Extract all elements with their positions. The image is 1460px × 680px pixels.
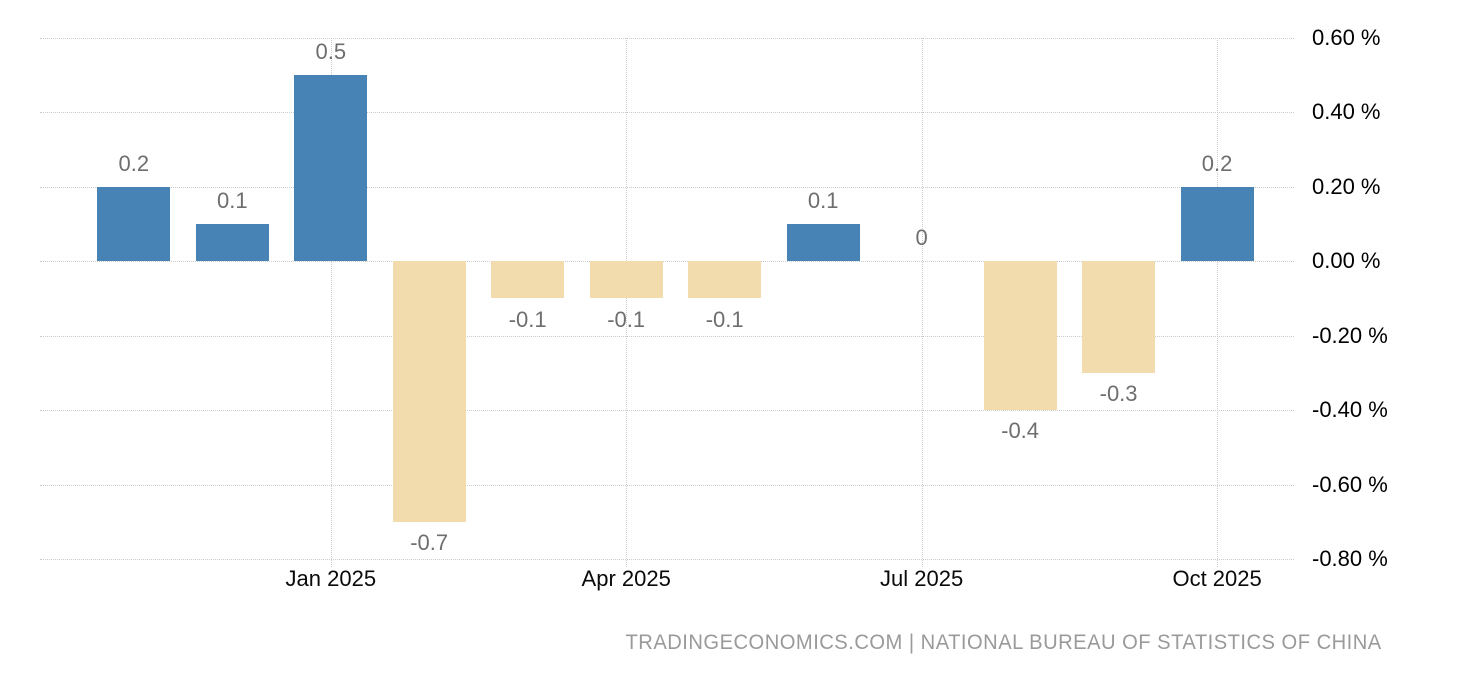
x-axis-label: Apr 2025 [581, 565, 671, 591]
gridline-horizontal [40, 38, 1294, 39]
gridline-vertical [1217, 38, 1219, 567]
gridline-vertical [330, 38, 332, 567]
y-axis-label: 0.20 % [1312, 173, 1381, 199]
bar-0.1[interactable] [786, 224, 860, 262]
y-axis-label: -0.80 % [1312, 546, 1388, 571]
y-axis-label: 0.40 % [1312, 99, 1381, 125]
gridline-vertical [921, 38, 923, 567]
x-axis-label: Jan 2025 [285, 565, 377, 591]
bar-value-label: 0.1 [217, 188, 248, 214]
gridline-horizontal [40, 559, 1294, 560]
bar-0.1[interactable] [195, 224, 269, 262]
bar--0.1[interactable] [491, 261, 565, 299]
bar-value-label: -0.1 [508, 306, 547, 332]
bar-0.2[interactable] [1180, 186, 1254, 262]
gridline-horizontal [40, 112, 1294, 114]
y-axis-label: -0.40 % [1312, 397, 1388, 423]
bar--0.1[interactable] [589, 261, 663, 299]
bar-value-label: -0.4 [1001, 418, 1040, 444]
gridline-horizontal [40, 484, 1294, 486]
x-axis-label: Oct 2025 [1172, 565, 1262, 591]
gridline-vertical [626, 38, 628, 567]
bar-value-label: 0 [915, 225, 928, 251]
y-axis-label: -0.20 % [1312, 322, 1388, 348]
bar--0.1[interactable] [688, 261, 762, 299]
bar-value-label: -0.1 [705, 306, 744, 332]
bar-value-label: -0.1 [607, 306, 646, 332]
y-axis-label: 0.00 % [1312, 248, 1381, 274]
gridline-horizontal [40, 261, 1294, 263]
bar--0.3[interactable] [1082, 261, 1156, 373]
bar-0.5[interactable] [294, 75, 368, 262]
bar-value-label: 0.2 [118, 150, 150, 176]
y-axis-label: -0.60 % [1312, 471, 1388, 497]
bar-value-label: -0.3 [1099, 380, 1138, 406]
bar-0.2[interactable] [97, 186, 171, 262]
gridline-horizontal [40, 410, 1294, 412]
bar-value-label: 0.2 [1201, 150, 1233, 176]
bar--0.4[interactable] [983, 261, 1057, 411]
y-axis-label: 0.60 % [1312, 25, 1381, 50]
gridline-horizontal [40, 186, 1294, 188]
bar-value-label: 0.1 [807, 188, 839, 214]
bar-value-label: 0.5 [315, 39, 347, 65]
x-axis-label: Jul 2025 [880, 565, 964, 591]
bar--0.7[interactable] [392, 261, 466, 522]
source-credit: TRADINGECONOMICS.COM | NATIONAL BUREAU O… [625, 631, 1382, 654]
gridline-horizontal [40, 335, 1294, 337]
bar-value-label: -0.7 [410, 529, 449, 555]
